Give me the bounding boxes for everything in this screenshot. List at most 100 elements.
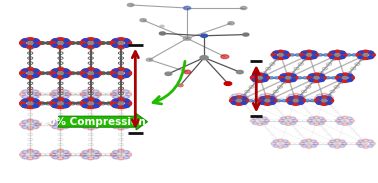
Circle shape [232,94,237,97]
Circle shape [270,102,275,104]
Circle shape [306,57,312,59]
Circle shape [93,104,99,107]
Circle shape [88,153,93,156]
Circle shape [27,38,33,41]
Circle shape [221,55,229,59]
Circle shape [273,56,279,59]
Circle shape [241,102,246,104]
Circle shape [57,98,64,101]
Circle shape [347,117,352,120]
Circle shape [65,153,71,156]
Circle shape [335,139,340,142]
Circle shape [342,120,347,122]
Circle shape [311,51,316,54]
Circle shape [253,117,258,120]
Circle shape [22,156,28,159]
Circle shape [321,96,327,99]
Circle shape [283,51,288,54]
Circle shape [368,56,373,59]
Circle shape [317,97,322,100]
Circle shape [93,151,99,154]
Circle shape [286,73,291,76]
Circle shape [58,123,63,126]
Circle shape [335,54,340,56]
Circle shape [358,145,364,147]
Circle shape [50,42,56,44]
Circle shape [57,68,64,71]
Circle shape [27,89,33,92]
Circle shape [93,99,99,102]
Circle shape [336,119,341,122]
Circle shape [200,56,208,60]
Circle shape [110,93,116,96]
Circle shape [278,139,284,142]
Circle shape [368,140,373,143]
Circle shape [342,73,348,76]
Circle shape [287,99,292,102]
Circle shape [262,117,267,120]
Circle shape [250,119,256,122]
Circle shape [63,39,69,42]
Circle shape [118,38,124,41]
Circle shape [326,94,332,97]
Circle shape [339,51,345,54]
Circle shape [58,102,63,105]
Circle shape [20,93,26,96]
Circle shape [118,42,124,44]
Circle shape [28,93,33,96]
Circle shape [110,42,116,44]
Circle shape [28,72,33,74]
Circle shape [311,56,316,59]
Circle shape [118,45,124,48]
Circle shape [363,146,369,148]
Circle shape [232,99,237,102]
Circle shape [57,38,64,41]
Circle shape [339,145,345,147]
Circle shape [57,45,64,48]
Circle shape [262,79,267,81]
Circle shape [273,145,279,147]
FancyArrow shape [59,113,147,130]
Circle shape [58,72,63,74]
Circle shape [27,119,33,122]
Circle shape [281,117,286,120]
Circle shape [286,120,291,122]
Circle shape [52,151,58,154]
Circle shape [20,102,26,105]
Circle shape [265,103,270,105]
Circle shape [299,54,305,56]
Circle shape [22,90,28,93]
Circle shape [52,95,58,98]
Circle shape [27,150,33,152]
Circle shape [309,79,314,81]
Circle shape [52,44,58,47]
Circle shape [237,96,242,99]
Circle shape [88,89,94,92]
Circle shape [314,123,319,125]
Text: 20% Compression: 20% Compression [42,117,146,127]
Circle shape [22,44,28,47]
Circle shape [113,95,119,98]
Circle shape [63,95,69,98]
Circle shape [328,97,334,99]
Circle shape [93,44,99,47]
Circle shape [110,102,116,105]
Circle shape [110,72,116,75]
Circle shape [298,94,303,97]
Circle shape [123,69,129,72]
Circle shape [306,50,312,53]
Circle shape [80,102,86,105]
Circle shape [33,44,39,47]
Circle shape [224,82,232,85]
Circle shape [22,99,28,102]
Circle shape [88,45,94,48]
Circle shape [93,126,99,128]
Circle shape [82,74,88,77]
Circle shape [309,122,314,124]
Circle shape [317,102,322,104]
Circle shape [118,127,124,130]
Circle shape [20,153,26,156]
Circle shape [183,70,191,74]
Circle shape [302,56,307,59]
Circle shape [286,80,291,82]
